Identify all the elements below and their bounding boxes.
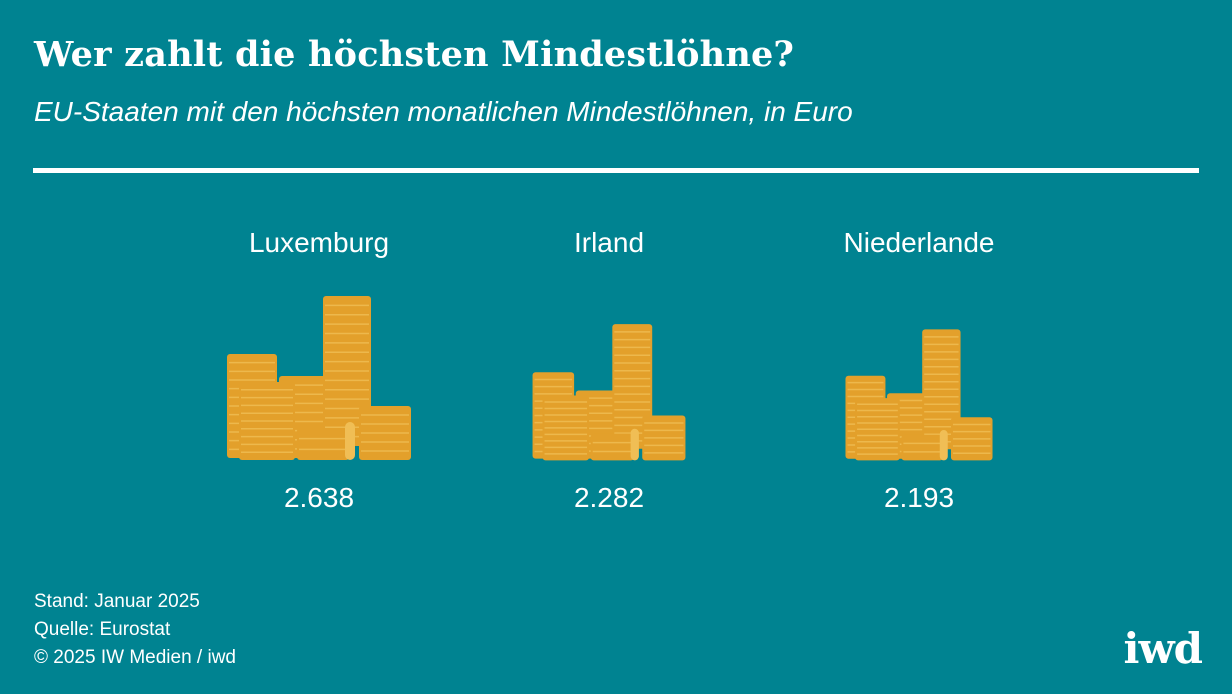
value-label: 2.193 <box>884 482 954 513</box>
chart-title: Wer zahlt die höchsten Mindestlöhne? <box>34 34 795 75</box>
coin-stacks-icon <box>532 324 686 461</box>
title-divider <box>33 168 1199 173</box>
category-label: Luxemburg <box>249 227 389 258</box>
chart-subtitle: EU-Staaten mit den höchsten monatlichen … <box>34 96 853 127</box>
category-label: Niederlande <box>844 227 995 258</box>
value-label: 2.638 <box>284 482 354 513</box>
coin-stacks-icon <box>845 329 993 461</box>
category-label: Irland <box>574 227 644 258</box>
footer: Stand: Januar 2025 Quelle: Eurostat © 20… <box>34 588 236 672</box>
iwd-logo: iwd <box>1123 624 1203 673</box>
footer-source: Quelle: Eurostat <box>34 619 171 640</box>
value-label: 2.282 <box>574 482 644 513</box>
coin-stacks-icon <box>227 296 411 460</box>
footer-copyright: © 2025 IW Medien / iwd <box>34 647 236 668</box>
footer-stand: Stand: Januar 2025 <box>34 591 200 612</box>
